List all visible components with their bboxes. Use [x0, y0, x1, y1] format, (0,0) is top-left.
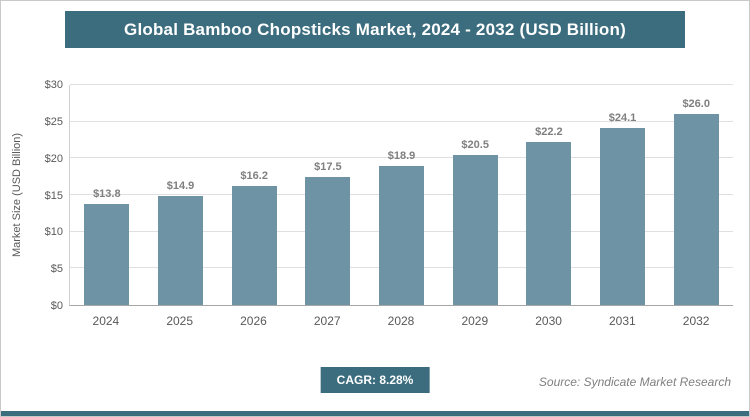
- bar: [158, 195, 203, 305]
- x-tick-label: 2024: [92, 314, 120, 328]
- bar-column: $24.1: [586, 85, 660, 305]
- bar-column: $22.2: [512, 85, 586, 305]
- x-tick-label: 2025: [166, 314, 194, 328]
- gridline: [70, 84, 733, 85]
- bar-value-label: $14.9: [166, 179, 195, 192]
- y-tick-label: $20: [44, 152, 63, 165]
- x-tick-label: 2026: [240, 314, 267, 328]
- bar-value-label: $17.5: [314, 160, 342, 173]
- y-tick-label: $30: [44, 79, 63, 91]
- y-tick-label: $25: [44, 115, 63, 128]
- bar-value-label: $13.8: [93, 187, 121, 200]
- bar-value-label: $22.2: [535, 126, 563, 139]
- x-tick-label: 2032: [682, 314, 710, 328]
- bar: [231, 186, 277, 305]
- gridline: [70, 157, 733, 159]
- bar-value-label: $18.9: [387, 150, 416, 163]
- bar-value-label: $24.1: [608, 112, 637, 125]
- bar-value-label: $16.2: [240, 170, 268, 183]
- bar-value-label: $20.5: [461, 138, 489, 151]
- bottom-accent-strip: [1, 411, 749, 416]
- chart-title-banner: Global Bamboo Chopsticks Market, 2024 - …: [65, 11, 685, 48]
- bar-column: $20.5: [438, 85, 512, 305]
- x-tick-label: 2030: [535, 314, 562, 328]
- bar: [526, 142, 572, 305]
- y-tick-label: $15: [44, 189, 63, 202]
- x-axis-ticks: 2024 2025 2026 2027 2028 2029 2030 2031 2032: [69, 314, 733, 328]
- cagr-badge: CAGR: 8.28%: [320, 367, 430, 393]
- y-axis-ticks: $0 $5 $10 $15 $20 $25 $30: [23, 79, 63, 312]
- bar: [379, 166, 425, 305]
- bar-column: $16.2: [217, 85, 291, 305]
- bar-column: $13.8: [70, 85, 144, 305]
- chart-title: Global Bamboo Chopsticks Market, 2024 - …: [124, 19, 626, 39]
- plot-area: $13.8 $14.9 $16.2 $17.5 $18.9 $20.5 $22.2 $24.1…: [69, 84, 733, 306]
- bar: [600, 128, 646, 305]
- bar-column: $14.9: [144, 85, 218, 305]
- x-tick-label: 2028: [387, 314, 415, 328]
- y-tick-label: $5: [50, 263, 63, 276]
- x-tick-label: 2027: [313, 314, 341, 328]
- y-tick-label: $10: [44, 226, 63, 239]
- bar: [673, 114, 719, 305]
- bar-column: $18.9: [365, 85, 439, 305]
- bar: [305, 176, 351, 305]
- x-tick-label: 2031: [609, 314, 636, 328]
- bar-value-label: $26.0: [682, 98, 710, 111]
- bar-column: $26.0: [659, 85, 733, 305]
- y-tick-label: $0: [50, 300, 63, 312]
- bar: [84, 203, 130, 305]
- gridline: [70, 120, 733, 122]
- bars-row: $13.8 $14.9 $16.2 $17.5 $18.9 $20.5 $22.2 $24.1…: [70, 85, 733, 305]
- bar: [452, 154, 498, 305]
- bar-column: $17.5: [291, 85, 365, 305]
- source-text: Source: Syndicate Market Research: [538, 375, 731, 389]
- x-tick-label: 2029: [461, 314, 489, 328]
- y-axis-title: Market Size (USD Billion): [11, 132, 23, 258]
